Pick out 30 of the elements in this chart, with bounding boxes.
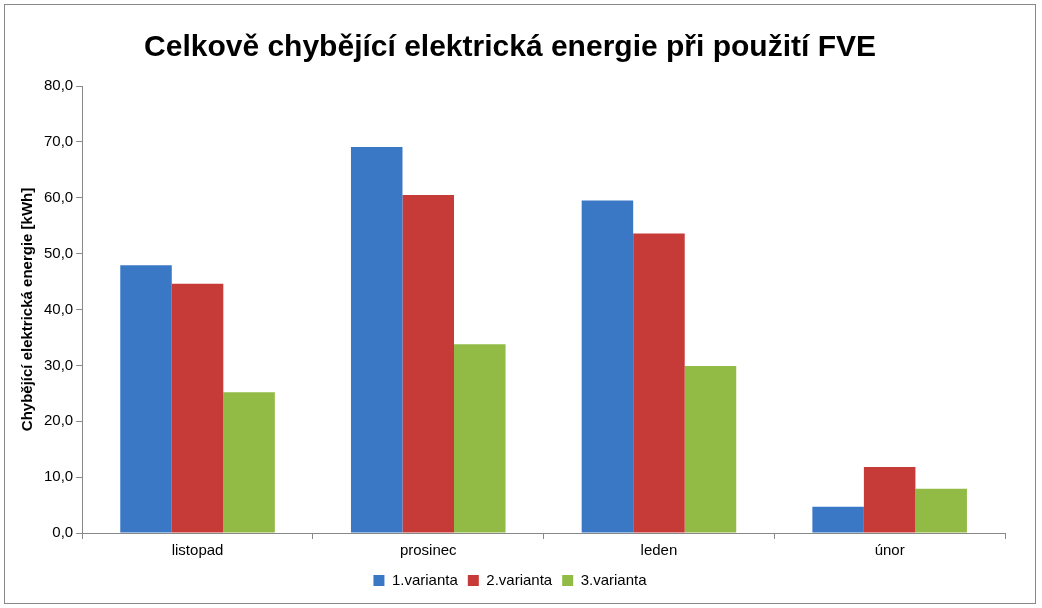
bar [684, 365, 737, 533]
legend-label: 1.varianta [391, 570, 459, 588]
bar [915, 488, 967, 533]
y-tick-label: 20,0 [43, 411, 74, 429]
bar [633, 233, 685, 533]
y-tick-label: 70,0 [43, 132, 74, 150]
bar [581, 200, 634, 533]
y-tick-label: 80,0 [43, 76, 74, 94]
bar [863, 467, 916, 533]
y-tick-label: 40,0 [43, 299, 74, 317]
bar [120, 265, 172, 533]
bar [812, 506, 864, 533]
x-tick-label: leden [640, 541, 678, 559]
y-axis-title: Chybějící elektrická energie [kWh] [18, 187, 36, 432]
legend-label: 2.varianta [486, 570, 553, 588]
y-tick-label: 60,0 [43, 187, 74, 205]
legend-label: 3.varianta [580, 570, 648, 588]
y-tick-label: 0,0 [52, 523, 74, 541]
y-tick-label: 10,0 [43, 467, 74, 485]
y-tick-label: 30,0 [43, 355, 74, 373]
bar [350, 146, 403, 533]
x-tick-label: prosinec [399, 541, 458, 559]
y-tick-label: 50,0 [43, 243, 74, 261]
bar [454, 344, 506, 533]
bar [171, 283, 224, 533]
bar [402, 194, 455, 533]
x-tick-label: listopad [171, 541, 224, 559]
bar [223, 392, 275, 533]
x-tick-label: únor [874, 541, 905, 559]
chart-title: Celkově chybějící elektrická energie při použití FVE [144, 29, 876, 63]
